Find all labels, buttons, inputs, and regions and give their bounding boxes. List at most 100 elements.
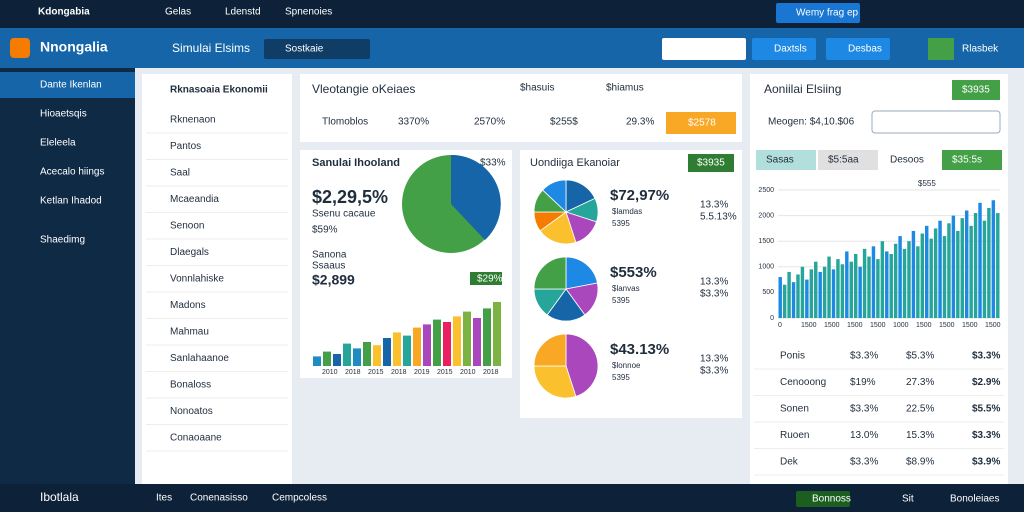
bar bbox=[902, 248, 907, 318]
x-tick-label: 1500 bbox=[985, 322, 1001, 329]
label: $33% bbox=[480, 158, 506, 169]
label[interactable]: Sasas bbox=[766, 155, 794, 166]
nav-item[interactable]: Rknenaon bbox=[170, 115, 216, 126]
nav-item[interactable]: Nonoatos bbox=[170, 406, 213, 417]
bar bbox=[991, 200, 996, 318]
button-label[interactable]: Daxtsls bbox=[774, 44, 807, 55]
label[interactable]: Cempcoless bbox=[272, 493, 327, 504]
label: 2570% bbox=[474, 117, 505, 128]
y-tick-label: 500 bbox=[762, 289, 774, 296]
nav-item[interactable]: Mcaeandia bbox=[170, 194, 219, 205]
tab[interactable]: Spnenoies bbox=[285, 7, 332, 18]
bar bbox=[403, 335, 411, 366]
tab[interactable]: Ldenstd bbox=[225, 7, 261, 18]
x-tick-label: 2015 bbox=[437, 369, 453, 376]
sidebar-item[interactable]: Ketlan Ihadod bbox=[40, 196, 102, 207]
x-tick-label: 1500 bbox=[824, 322, 840, 329]
sidebar-item[interactable]: Shaedimg bbox=[40, 235, 85, 246]
button[interactable] bbox=[796, 491, 850, 507]
label: Uondiiga Ekanoiar bbox=[530, 157, 620, 169]
nav-item[interactable]: Madons bbox=[170, 300, 206, 311]
label[interactable]: Ites bbox=[156, 493, 172, 504]
nav-item[interactable]: Mahmau bbox=[170, 327, 209, 338]
button-label[interactable]: Desbas bbox=[848, 44, 882, 55]
label: $hasuis bbox=[520, 83, 554, 94]
label: 5.5.13% bbox=[700, 212, 737, 223]
tab[interactable] bbox=[756, 150, 816, 170]
nav-item[interactable]: Vonnlahiske bbox=[170, 274, 224, 285]
tab[interactable] bbox=[880, 150, 940, 170]
label: Rknasoaia Ekonomii bbox=[170, 85, 268, 96]
bar bbox=[858, 266, 862, 318]
top-action[interactable] bbox=[776, 3, 860, 23]
sidebar-item[interactable]: Eleleela bbox=[40, 138, 76, 149]
pie-slice bbox=[565, 256, 598, 290]
button[interactable] bbox=[826, 38, 890, 60]
label: Ruoen bbox=[780, 430, 809, 441]
bar bbox=[313, 356, 321, 366]
search-box[interactable] bbox=[662, 38, 746, 60]
label: Tlomoblos bbox=[322, 117, 368, 128]
button[interactable] bbox=[752, 38, 816, 60]
label[interactable]: Sostkaie bbox=[285, 44, 324, 55]
label[interactable]: Desoos bbox=[890, 155, 924, 166]
button[interactable] bbox=[688, 154, 734, 172]
action[interactable]: Wemy frag ep bbox=[796, 8, 858, 19]
tab[interactable] bbox=[942, 150, 1002, 170]
bar bbox=[951, 215, 956, 318]
label: $19% bbox=[850, 377, 876, 388]
sidebar-item[interactable]: Acecalo hiings bbox=[40, 167, 104, 178]
bar bbox=[876, 259, 880, 318]
button[interactable] bbox=[952, 80, 1000, 100]
logo bbox=[10, 38, 30, 58]
tab[interactable] bbox=[818, 150, 878, 170]
button[interactable] bbox=[928, 38, 954, 60]
label[interactable]: Conenasisso bbox=[190, 493, 248, 504]
label[interactable]: $2578 bbox=[688, 118, 716, 129]
sidebar-item[interactable]: Hioaetsqis bbox=[40, 109, 87, 120]
nav-item[interactable]: Saal bbox=[170, 168, 190, 179]
label[interactable]: $3935 bbox=[962, 85, 990, 96]
sidebar-item[interactable]: Dante Ikenlan bbox=[40, 80, 102, 91]
label[interactable]: Sit bbox=[902, 494, 914, 505]
bar bbox=[822, 266, 827, 318]
label: Ponis bbox=[780, 351, 805, 362]
bar bbox=[453, 316, 461, 366]
label[interactable]: Bonoleiaes bbox=[950, 494, 999, 505]
nav-item[interactable]: Conaoaane bbox=[170, 433, 222, 444]
x-tick-label: 2010 bbox=[460, 369, 476, 376]
nav-item[interactable]: Senoon bbox=[170, 221, 204, 232]
button[interactable] bbox=[666, 112, 736, 134]
label: 13.3% bbox=[700, 200, 728, 211]
panel-search[interactable] bbox=[871, 110, 1001, 134]
bar bbox=[333, 354, 341, 366]
nav-item[interactable]: Bonaloss bbox=[170, 380, 211, 391]
x-tick-label: 1500 bbox=[916, 322, 932, 329]
x-tick-label: 1000 bbox=[893, 322, 909, 329]
label: $3.3% bbox=[700, 289, 728, 300]
bar bbox=[898, 236, 902, 318]
y-tick-label: 2500 bbox=[758, 187, 774, 194]
sidebar bbox=[0, 68, 135, 484]
nav-item[interactable]: Pantos bbox=[170, 141, 201, 152]
label: 13.3% bbox=[700, 277, 728, 288]
dropdown[interactable] bbox=[264, 39, 370, 59]
bar bbox=[845, 251, 849, 318]
label: Cenooong bbox=[780, 377, 826, 388]
bar bbox=[973, 213, 978, 318]
bar bbox=[827, 256, 831, 318]
label[interactable]: Bonnoss bbox=[812, 494, 851, 505]
nav-item[interactable]: Dlaegals bbox=[170, 247, 209, 258]
label[interactable]: $5:5aa bbox=[828, 155, 859, 166]
label: Ssenu cacaue bbox=[312, 209, 376, 220]
x-tick-label: 1500 bbox=[870, 322, 886, 329]
label: $lamdas bbox=[612, 207, 642, 216]
label: $5.5% bbox=[972, 404, 1000, 415]
label[interactable]: $3935 bbox=[697, 158, 725, 169]
bar bbox=[911, 230, 916, 318]
tab[interactable]: Gelas bbox=[165, 7, 191, 18]
nav-item[interactable]: Sanlahaanoe bbox=[170, 353, 229, 364]
y-tick-label: 1000 bbox=[758, 264, 774, 271]
label: Nnongalia bbox=[40, 39, 108, 55]
label[interactable]: $35:5s bbox=[952, 155, 982, 166]
